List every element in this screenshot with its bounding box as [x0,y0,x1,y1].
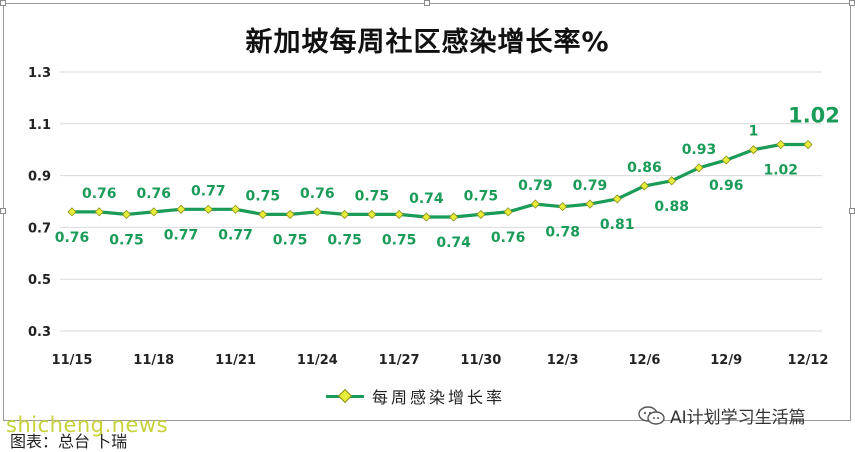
data-point [67,207,77,217]
data-label: 0.96 [709,178,744,194]
x-tick-label: 11/21 [215,353,256,368]
data-point [230,204,241,214]
chart-legend: 每周感染增长率 [326,385,505,407]
data-label: 0.79 [518,178,553,194]
data-label: 0.76 [300,186,335,202]
data-label: 0.75 [355,188,390,204]
data-label: 1.02 [788,104,840,128]
data-label: 0.75 [273,232,308,248]
data-label: 0.79 [573,178,608,194]
data-label: 0.78 [545,225,580,241]
data-label: 0.88 [654,199,689,215]
data-label: 0.75 [382,232,417,248]
wechat-icon [638,405,666,427]
y-tick-label: 0.3 [28,325,51,340]
data-point [503,207,513,217]
account-name: AI计划学习生活篇 [670,408,806,428]
x-tick-label: 11/15 [52,353,93,368]
resize-handle-top[interactable] [424,0,430,6]
data-label: 0.77 [191,183,226,199]
y-tick-label: 1.1 [28,118,51,133]
series-line [72,142,808,219]
data-point [258,209,268,220]
data-label: 0.75 [464,188,499,204]
watermark-text: shicheng.news [6,413,169,437]
data-point [94,207,104,217]
data-point [421,212,431,222]
data-label: 0.77 [164,227,199,243]
data-label: 1.02 [763,163,798,179]
data-point [748,145,759,155]
legend-swatch [326,388,364,404]
data-label: 0.76 [55,230,90,246]
data-label: 0.93 [682,142,717,158]
y-tick-label: 1.3 [28,66,51,81]
data-label: 0.86 [627,160,662,176]
x-tick-label: 11/24 [297,353,338,368]
data-label: 0.76 [137,186,172,202]
x-tick-label: 12/9 [710,353,742,368]
x-tick-label: 12/3 [547,353,579,368]
data-point [285,209,295,220]
data-label: 0.76 [82,186,117,202]
data-point [340,209,350,220]
data-point [394,209,404,220]
resize-handle-top-left[interactable] [0,0,6,6]
data-point [558,202,568,212]
data-point [449,212,459,222]
data-point [585,199,595,209]
x-tick-label: 11/27 [379,353,420,368]
data-label: 0.81 [600,217,635,233]
data-label: 0.74 [436,235,471,251]
data-label: 0.74 [409,191,444,207]
data-point [776,139,786,150]
data-point [694,163,704,173]
data-label: 0.75 [246,188,281,204]
data-point [149,207,159,217]
data-point [121,209,132,220]
legend-label: 每周感染增长率 [372,388,506,407]
chart-source-caption: 图表：总台 卜瑞 [10,432,128,451]
resize-handle-left[interactable] [0,208,6,214]
data-label: 0.77 [218,227,253,243]
x-tick-label: 11/18 [133,353,174,368]
data-point [530,199,540,209]
y-tick-label: 0.5 [28,273,51,288]
x-tick-label: 12/12 [788,353,829,368]
account-credit: AI计划学习生活篇 [638,403,806,428]
y-tick-label: 0.9 [28,170,51,185]
data-point [721,155,731,165]
data-point [639,181,650,191]
data-point [803,139,813,150]
data-point [176,204,186,214]
data-point [312,207,322,217]
data-point [612,194,622,204]
data-point [203,204,213,214]
data-label: 0.75 [109,232,144,248]
x-tick-label: 11/30 [460,353,501,368]
data-point [667,176,677,186]
data-label: 0.75 [327,232,362,248]
x-tick-label: 12/6 [628,353,660,368]
data-point [476,209,486,220]
data-point [367,209,377,220]
chart-title: 新加坡每周社区感染增长率% [245,27,610,58]
data-label: 0.76 [491,230,526,246]
y-tick-label: 0.7 [28,221,51,236]
data-label: 1 [749,124,759,140]
